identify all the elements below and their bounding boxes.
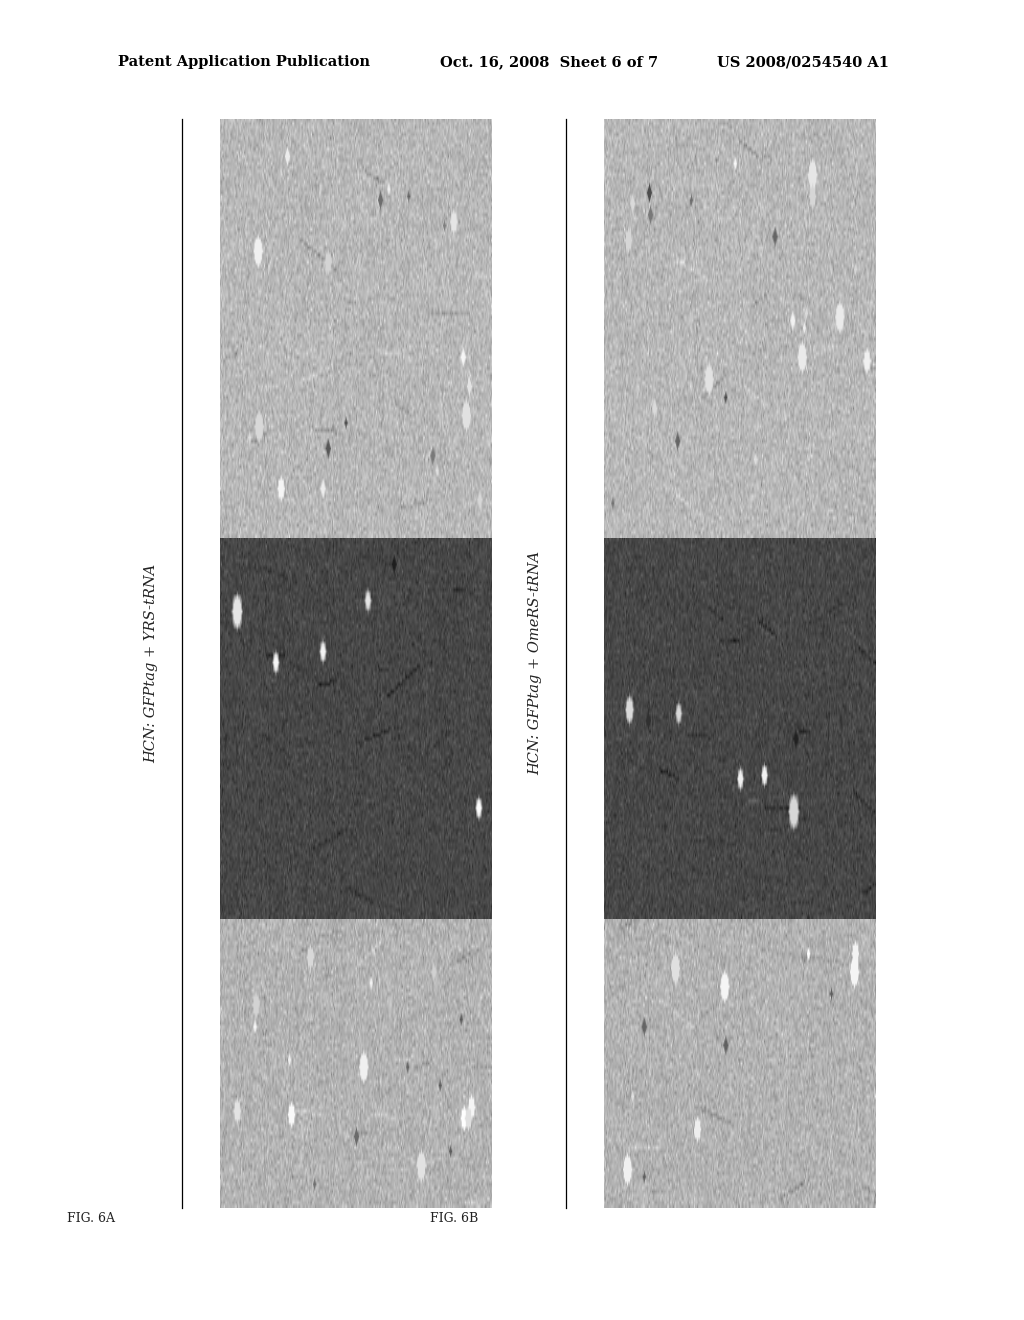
Text: HCN: GFPtag + OmeRS-tRNA: HCN: GFPtag + OmeRS-tRNA bbox=[528, 552, 543, 775]
Text: Oct. 16, 2008  Sheet 6 of 7: Oct. 16, 2008 Sheet 6 of 7 bbox=[440, 55, 658, 70]
Text: US 2008/0254540 A1: US 2008/0254540 A1 bbox=[717, 55, 889, 70]
Text: HCN: GFPtag + YRS-tRNA: HCN: GFPtag + YRS-tRNA bbox=[144, 564, 159, 763]
Text: FIG. 6B: FIG. 6B bbox=[430, 1212, 478, 1225]
Text: FIG. 6A: FIG. 6A bbox=[67, 1212, 115, 1225]
Text: Patent Application Publication: Patent Application Publication bbox=[118, 55, 370, 70]
